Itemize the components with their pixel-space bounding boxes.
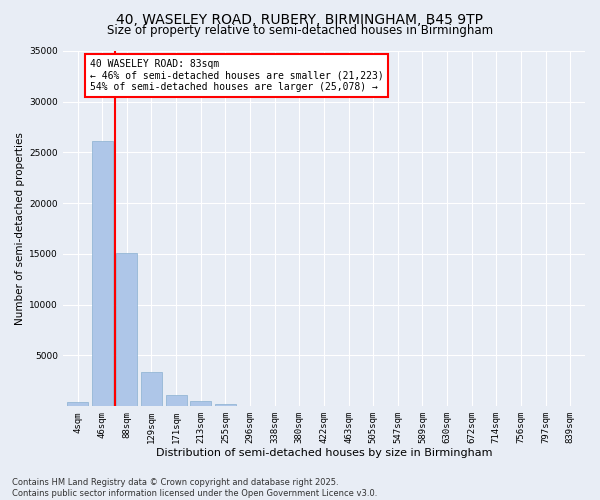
Text: 40, WASELEY ROAD, RUBERY, BIRMINGHAM, B45 9TP: 40, WASELEY ROAD, RUBERY, BIRMINGHAM, B4… — [116, 12, 484, 26]
Bar — [190, 401, 211, 406]
Text: Size of property relative to semi-detached houses in Birmingham: Size of property relative to semi-detach… — [107, 24, 493, 37]
Bar — [67, 402, 88, 406]
Bar — [166, 395, 187, 406]
X-axis label: Distribution of semi-detached houses by size in Birmingham: Distribution of semi-detached houses by … — [155, 448, 492, 458]
Y-axis label: Number of semi-detached properties: Number of semi-detached properties — [15, 132, 25, 325]
Text: Contains HM Land Registry data © Crown copyright and database right 2025.
Contai: Contains HM Land Registry data © Crown c… — [12, 478, 377, 498]
Bar — [92, 142, 113, 406]
Text: 40 WASELEY ROAD: 83sqm
← 46% of semi-detached houses are smaller (21,223)
54% of: 40 WASELEY ROAD: 83sqm ← 46% of semi-det… — [90, 59, 383, 92]
Bar — [141, 372, 162, 406]
Bar — [215, 404, 236, 406]
Bar — [116, 253, 137, 406]
